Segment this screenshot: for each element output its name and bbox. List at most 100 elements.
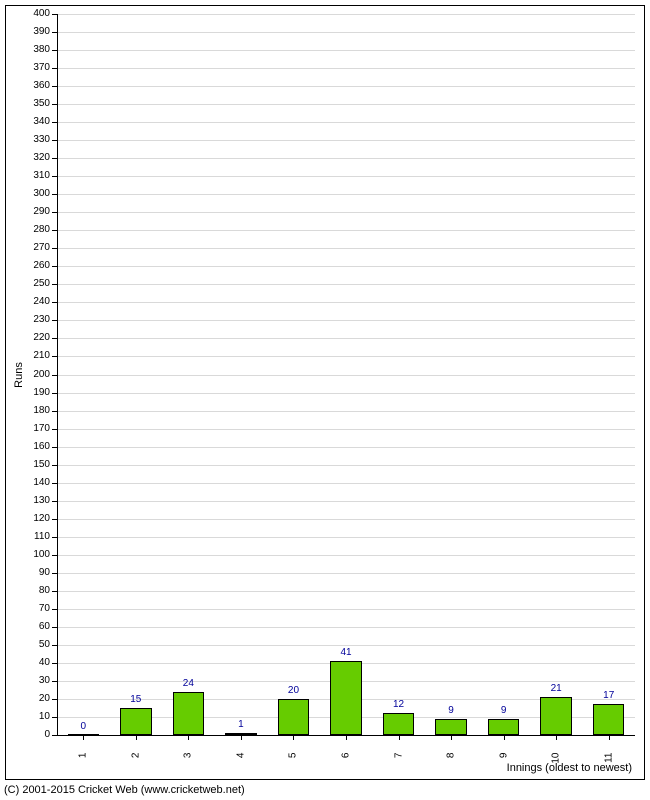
grid-line [57,176,635,177]
y-tick-label: 270 [22,242,50,253]
y-tick-label: 280 [22,224,50,235]
y-tick-label: 60 [22,621,50,632]
bar [278,699,310,735]
bar [593,704,625,735]
bar-value-label: 12 [379,699,419,710]
x-tick-label: 7 [393,753,404,783]
y-tick-label: 200 [22,369,50,380]
grid-line [57,411,635,412]
grid-line [57,356,635,357]
x-tick-label: 5 [288,753,299,783]
y-tick-label: 160 [22,441,50,452]
grid-line [57,645,635,646]
y-tick-label: 80 [22,585,50,596]
chart-container: Runs Innings (oldest to newest) (C) 2001… [0,0,650,800]
bar-value-label: 9 [484,705,524,716]
x-tick-label: 8 [446,753,457,783]
x-tick-mark [136,735,137,740]
y-tick-label: 380 [22,44,50,55]
x-tick-label: 9 [498,753,509,783]
grid-line [57,266,635,267]
y-tick-label: 290 [22,206,50,217]
x-tick-mark [83,735,84,740]
x-tick-label: 3 [183,753,194,783]
y-tick-label: 170 [22,423,50,434]
bar [330,661,362,735]
grid-line [57,320,635,321]
grid-line [57,284,635,285]
x-tick-mark [399,735,400,740]
y-tick-label: 110 [22,531,50,542]
y-tick-label: 260 [22,260,50,271]
x-tick-label: 6 [341,753,352,783]
grid-line [57,627,635,628]
y-tick-label: 150 [22,459,50,470]
grid-line [57,104,635,105]
grid-line [57,14,635,15]
y-tick-label: 0 [22,729,50,740]
grid-line [57,86,635,87]
y-tick-label: 100 [22,549,50,560]
grid-line [57,194,635,195]
grid-line [57,230,635,231]
bar [435,719,467,735]
x-tick-label: 1 [78,753,89,783]
grid-line [57,465,635,466]
y-tick-label: 40 [22,657,50,668]
bar [540,697,572,735]
bar-value-label: 1 [221,719,261,730]
grid-line [57,447,635,448]
y-tick-label: 370 [22,62,50,73]
x-tick-mark [241,735,242,740]
x-tick-mark [293,735,294,740]
y-axis-line [57,14,58,735]
bar-value-label: 41 [326,647,366,658]
grid-line [57,537,635,538]
grid-line [57,393,635,394]
grid-line [57,212,635,213]
x-tick-mark [504,735,505,740]
y-tick-label: 300 [22,188,50,199]
grid-line [57,68,635,69]
bar-value-label: 17 [589,690,629,701]
y-tick-label: 350 [22,98,50,109]
grid-line [57,158,635,159]
y-tick-label: 130 [22,495,50,506]
bar-value-label: 21 [536,683,576,694]
grid-line [57,483,635,484]
y-tick-label: 250 [22,278,50,289]
x-tick-label: 4 [235,753,246,783]
grid-line [57,338,635,339]
y-tick-label: 10 [22,711,50,722]
x-tick-mark [188,735,189,740]
grid-line [57,248,635,249]
x-tick-mark [556,735,557,740]
x-tick-mark [609,735,610,740]
y-tick-label: 330 [22,134,50,145]
bar [120,708,152,735]
y-tick-label: 50 [22,639,50,650]
grid-line [57,555,635,556]
bar [383,713,415,735]
y-tick-label: 90 [22,567,50,578]
y-tick-label: 390 [22,26,50,37]
grid-line [57,50,635,51]
y-tick-label: 230 [22,314,50,325]
grid-line [57,609,635,610]
x-tick-mark [346,735,347,740]
grid-line [57,32,635,33]
grid-line [57,429,635,430]
grid-line [57,140,635,141]
x-tick-mark [451,735,452,740]
y-tick-label: 120 [22,513,50,524]
y-tick-label: 240 [22,296,50,307]
x-tick-label: 2 [130,753,141,783]
bar-value-label: 15 [116,694,156,705]
copyright-text: (C) 2001-2015 Cricket Web (www.cricketwe… [4,784,245,796]
y-tick-label: 400 [22,8,50,19]
bar [488,719,520,735]
grid-line [57,519,635,520]
y-tick-label: 310 [22,170,50,181]
y-tick-label: 320 [22,152,50,163]
grid-line [57,573,635,574]
